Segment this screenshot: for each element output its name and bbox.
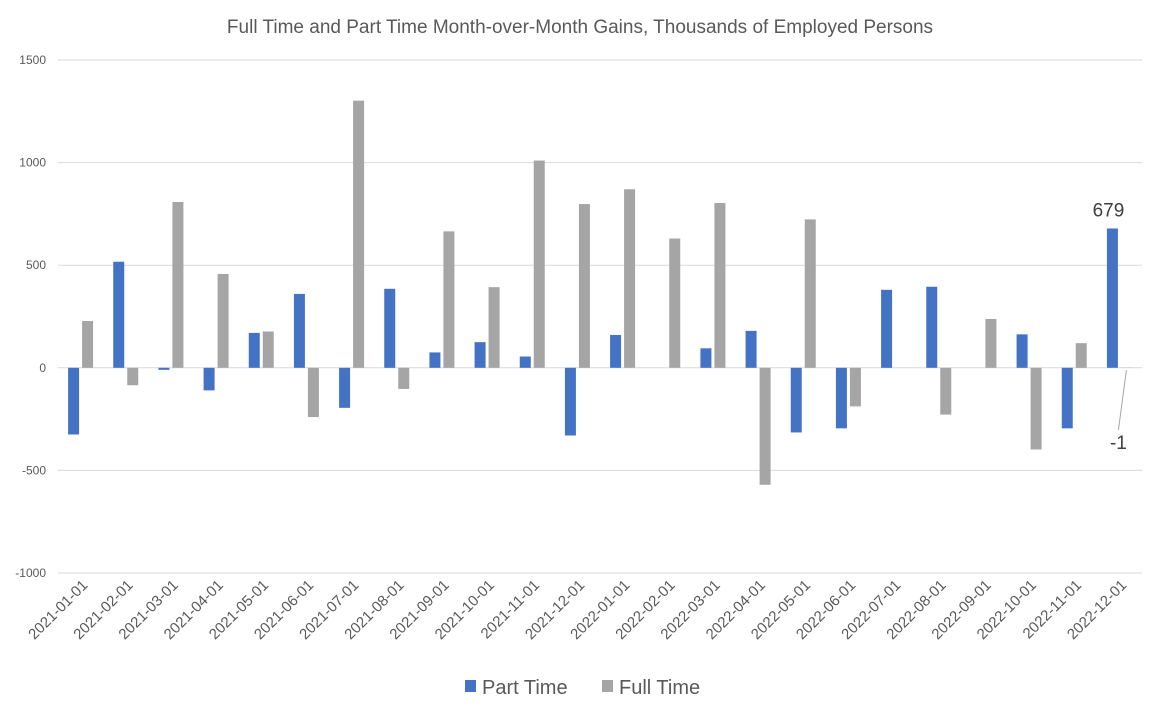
- bar-full-time: [804, 219, 816, 368]
- bar-part-time: [293, 293, 305, 368]
- y-tick-label: 0: [39, 361, 46, 375]
- bar-full-time: [940, 367, 952, 415]
- bars: [68, 100, 1132, 485]
- bar-part-time: [1061, 367, 1073, 429]
- bar-part-time: [564, 367, 576, 436]
- bar-part-time: [926, 286, 938, 368]
- bar-part-time: [339, 367, 351, 408]
- bar-part-time: [384, 288, 396, 368]
- legend-label: Part Time: [482, 677, 568, 699]
- bar-full-time: [533, 160, 545, 368]
- bar-part-time: [203, 367, 215, 391]
- y-tick-label: 500: [26, 258, 46, 272]
- bar-part-time: [519, 356, 531, 368]
- bar-full-time: [849, 367, 861, 407]
- legend-swatch-full-time: [602, 680, 613, 692]
- bar-full-time: [82, 321, 94, 368]
- bar-full-time: [669, 238, 681, 368]
- data-label-leader-line: [1117, 369, 1127, 431]
- bar-full-time: [353, 100, 365, 368]
- bar-full-time: [714, 203, 726, 368]
- legend-swatch-part-time: [465, 680, 476, 692]
- bar-full-time: [1075, 343, 1087, 368]
- bar-full-time: [443, 231, 455, 368]
- legend-label: Full Time: [619, 677, 700, 699]
- data-label: -1: [1110, 433, 1127, 454]
- bar-part-time: [745, 330, 757, 368]
- bar-full-time: [624, 189, 636, 368]
- bar-part-time: [68, 367, 80, 435]
- bar-part-time: [474, 342, 486, 368]
- bar-full-time: [488, 287, 500, 368]
- bar-full-time: [172, 201, 184, 368]
- x-axis-ticks: 2021-01-012021-02-012021-03-012021-04-01…: [25, 577, 1130, 643]
- legend: Part Time Full Time: [465, 677, 700, 699]
- bar-part-time: [158, 367, 170, 370]
- bar-full-time: [578, 204, 590, 368]
- y-tick-label: 1500: [19, 53, 46, 67]
- bar-part-time: [1106, 228, 1118, 368]
- y-tick-label: 1000: [19, 156, 46, 170]
- bar-full-time: [262, 331, 274, 368]
- data-labels: 679 -1: [1093, 200, 1127, 454]
- bar-full-time: [307, 367, 319, 418]
- bar-part-time: [113, 261, 125, 368]
- y-tick-label: -500: [22, 463, 46, 477]
- gridlines: [58, 59, 1142, 574]
- data-label: 679: [1093, 200, 1125, 221]
- y-tick-label: -1000: [15, 566, 46, 580]
- bar-full-time: [1030, 367, 1042, 450]
- bar-part-time: [248, 332, 260, 368]
- bar-full-time: [985, 318, 997, 368]
- y-axis-ticks: 1500 1000 500 0 -500 -1000: [15, 53, 46, 580]
- bar-part-time: [610, 334, 622, 368]
- bar-part-time: [835, 367, 847, 429]
- bar-part-time: [790, 367, 802, 433]
- bar-full-time: [759, 367, 771, 485]
- bar-part-time: [881, 289, 893, 368]
- chart-title: Full Time and Part Time Month-over-Month…: [227, 17, 933, 38]
- bar-part-time: [429, 352, 441, 368]
- bar-part-time: [700, 348, 712, 368]
- bar-full-time: [398, 367, 410, 389]
- bar-full-time: [217, 274, 229, 368]
- bar-full-time: [127, 367, 139, 386]
- bar-part-time: [1016, 334, 1028, 368]
